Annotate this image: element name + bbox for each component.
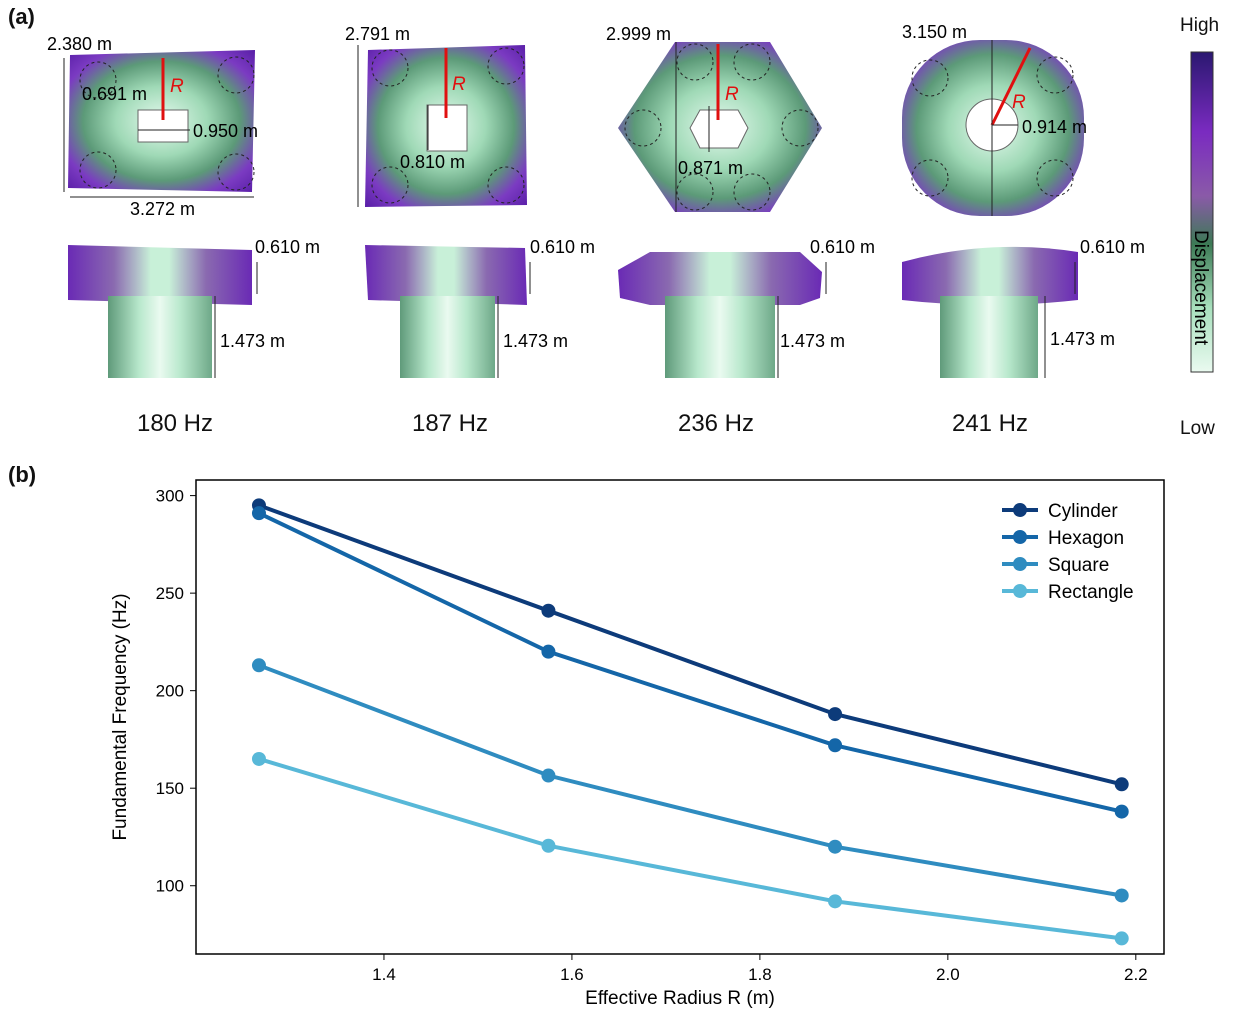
- rect-height-label: 2.380 m: [47, 34, 112, 54]
- cyl-height-label: 3.150 m: [902, 22, 967, 42]
- legend-label-1: Hexagon: [1048, 528, 1124, 549]
- rectangle-top-view: R 2.380 m 0.691 m 0.950 m 3.272 m: [47, 34, 258, 219]
- series-line-rectangle: [258, 757, 1122, 941]
- y-tick-label-4: 300: [156, 487, 184, 506]
- y-axis-label: Fundamental Frequency (Hz): [110, 593, 131, 840]
- point-rectangle-0: [251, 751, 266, 766]
- point-rectangle-2: [828, 894, 843, 909]
- panel-a-label: (a): [8, 4, 35, 29]
- panel-b-label: (b): [8, 462, 37, 487]
- svg-text:0.610 m: 0.610 m: [255, 237, 320, 257]
- legend-label-2: Square: [1048, 555, 1109, 576]
- plot-frame: [195, 479, 1165, 955]
- point-cylinder-1: [541, 603, 556, 618]
- point-square-0: [251, 658, 266, 673]
- svg-text:R: R: [1012, 92, 1026, 113]
- series-line-cylinder: [258, 503, 1123, 787]
- colorbar-title: Displacement: [1190, 230, 1211, 346]
- x-tick-label-3: 2.0: [936, 965, 960, 984]
- freq-square: 187 Hz: [411, 410, 489, 437]
- x-tick-label-2: 1.8: [748, 965, 772, 984]
- hex-hole-label: 0.871 m: [678, 158, 743, 178]
- legend-marker-3: [1013, 584, 1027, 598]
- freq-rectangle: 180 Hz: [136, 410, 214, 437]
- x-tick-label-1: 1.6: [560, 965, 584, 984]
- colorbar-high: High: [1180, 15, 1220, 36]
- rectangle-side-view: 0.610 m 1.473 m: [68, 237, 320, 378]
- axes: 1.4 1.6 1.8 2.0 2.2 100 150 200 250 300: [156, 487, 1148, 984]
- square-hole-label: 0.810 m: [400, 152, 465, 172]
- svg-text:1.473 m: 1.473 m: [780, 331, 845, 351]
- x-axis-label: Effective Radius R (m): [585, 988, 775, 1009]
- radius-label: R: [170, 76, 184, 97]
- square-top-view: R 2.791 m 0.810 m: [345, 24, 527, 207]
- legend-marker-1: [1013, 530, 1027, 544]
- series-group: [251, 498, 1129, 946]
- frequency-chart: 1.4 1.6 1.8 2.0 2.2 100 150 200 250 300 Cylinder H…: [110, 479, 1165, 1009]
- svg-text:0.610 m: 0.610 m: [530, 237, 595, 257]
- x-tick-label-4: 2.2: [1124, 965, 1148, 984]
- point-hexagon-3: [1114, 804, 1129, 819]
- point-hexagon-1: [541, 644, 556, 659]
- point-rectangle-1: [541, 838, 556, 853]
- legend-label-3: Rectangle: [1048, 582, 1134, 603]
- shape-figures: R 2.380 m 0.691 m 0.950 m 3.272 m R 2.79…: [47, 22, 1214, 378]
- legend-marker-2: [1013, 557, 1027, 571]
- rect-width-label: 3.272 m: [130, 199, 195, 219]
- hex-height-label: 2.999 m: [606, 24, 671, 44]
- svg-text:1.473 m: 1.473 m: [503, 331, 568, 351]
- colorbar: [1190, 51, 1214, 373]
- y-tick-label-3: 250: [156, 584, 184, 603]
- y-tick-label-0: 100: [156, 877, 184, 896]
- square-side-view: 0.610 m 1.473 m: [365, 237, 595, 378]
- cylinder-top-view: R 3.150 m 0.914 m: [902, 22, 1087, 216]
- panel-a: (a): [0, 0, 1245, 455]
- rect-hole-w-label: 0.950 m: [193, 121, 258, 141]
- point-cylinder-2: [828, 707, 843, 722]
- svg-text:1.473 m: 1.473 m: [1050, 329, 1115, 349]
- point-hexagon-2: [828, 738, 843, 753]
- freq-cylinder: 241 Hz: [951, 410, 1029, 437]
- point-square-1: [541, 768, 556, 783]
- colorbar-low: Low: [1180, 418, 1215, 439]
- point-square-2: [828, 839, 843, 854]
- svg-text:0.610 m: 0.610 m: [1080, 237, 1145, 257]
- legend-marker-0: [1013, 503, 1027, 517]
- legend-label-0: Cylinder: [1048, 501, 1118, 522]
- freq-hexagon: 236 Hz: [677, 410, 755, 437]
- y-tick-label-1: 150: [156, 779, 184, 798]
- point-square-3: [1114, 888, 1129, 903]
- svg-text:1.473 m: 1.473 m: [220, 331, 285, 351]
- legend: Cylinder Hexagon Square Rectangle: [1002, 501, 1134, 603]
- y-tick-label-2: 200: [156, 682, 184, 701]
- square-height-label: 2.791 m: [345, 24, 410, 44]
- svg-text:0.610 m: 0.610 m: [810, 237, 875, 257]
- series-line-hexagon: [258, 511, 1123, 814]
- svg-text:R: R: [725, 84, 739, 105]
- hexagon-side-view: 0.610 m 1.473 m: [618, 237, 875, 378]
- rect-hole-h-label: 0.691 m: [82, 84, 147, 104]
- point-hexagon-0: [251, 506, 266, 521]
- cyl-hole-label: 0.914 m: [1022, 117, 1087, 137]
- svg-text:R: R: [452, 74, 466, 95]
- point-cylinder-3: [1114, 777, 1129, 792]
- x-tick-label-0: 1.4: [372, 965, 396, 984]
- hexagon-top-view: R 2.999 m 0.871 m: [606, 24, 822, 212]
- cylinder-side-view: 0.610 m 1.473 m: [902, 237, 1145, 378]
- point-rectangle-3: [1114, 931, 1129, 946]
- series-line-square: [258, 663, 1123, 898]
